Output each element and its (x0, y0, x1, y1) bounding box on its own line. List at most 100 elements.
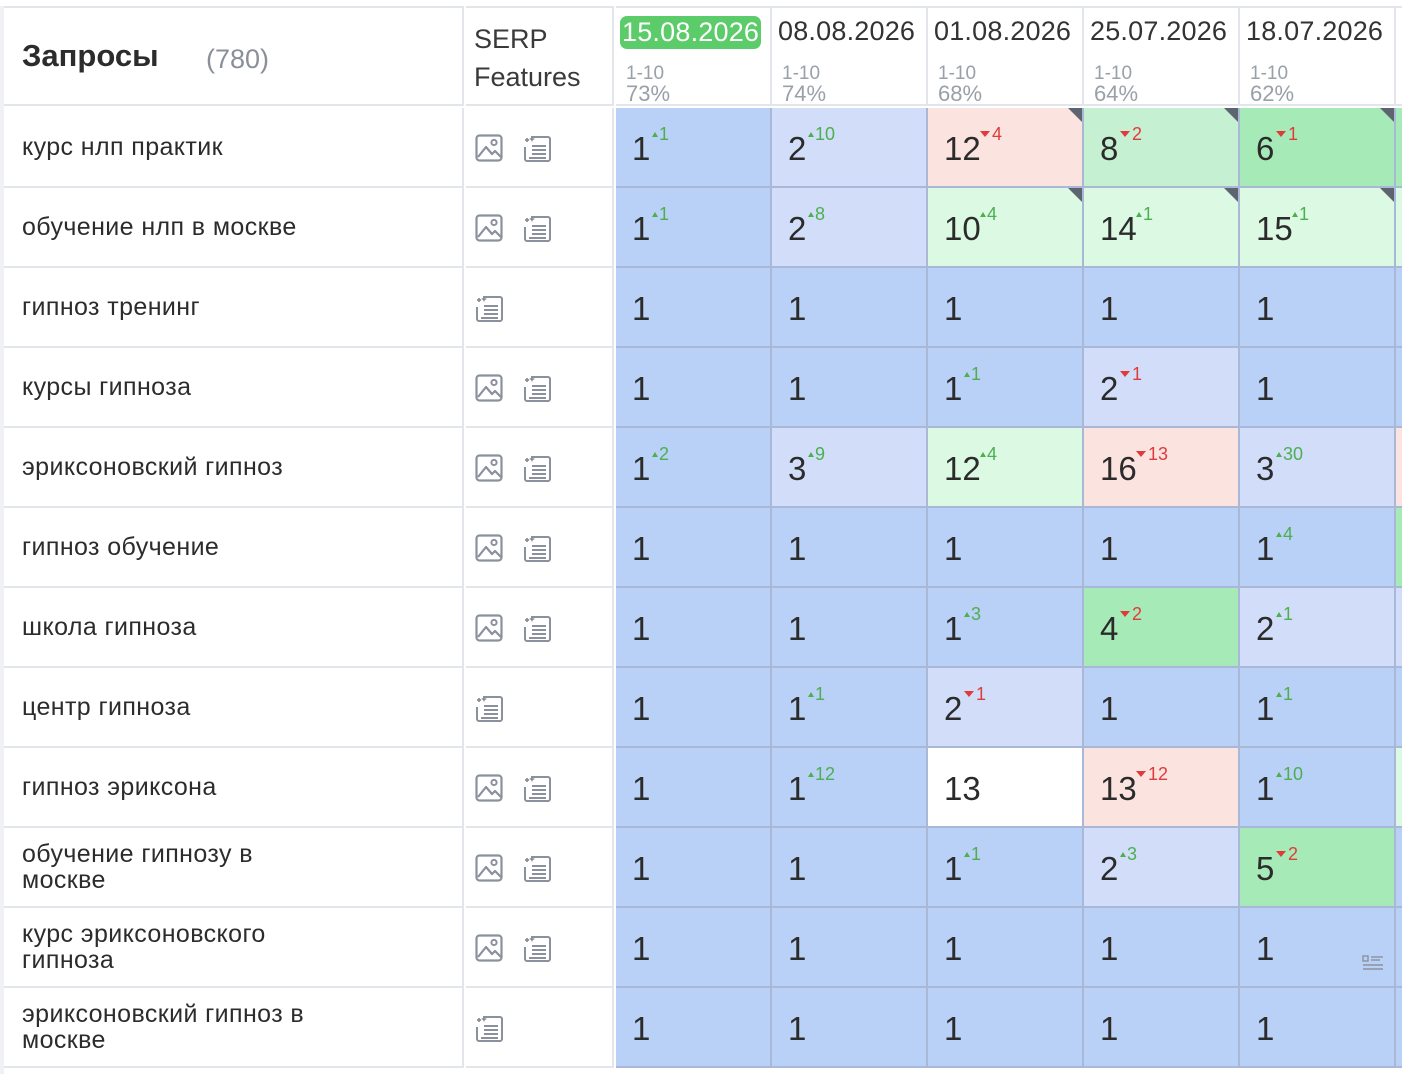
position-cell[interactable]: 1 (616, 828, 772, 908)
position-cell[interactable]: 1 (616, 988, 772, 1068)
position-cell[interactable]: 1 (1084, 908, 1240, 988)
position-cell[interactable]: 1 10 (1240, 748, 1396, 828)
snippet-icon[interactable] (474, 693, 504, 723)
position-cell[interactable]: 1 (616, 348, 772, 428)
position-cell[interactable]: 1 12 (772, 748, 928, 828)
position-cell[interactable]: 1 (928, 988, 1084, 1068)
query-cell[interactable]: гипноз эриксона (4, 748, 464, 828)
image-icon[interactable] (474, 133, 504, 163)
date-column-header[interactable]: 08.08.2026 1-10 74% (772, 6, 928, 106)
position-cell[interactable]: 14 1 (1084, 188, 1240, 268)
snippet-icon[interactable] (522, 933, 552, 963)
position-cell[interactable]: 1 (928, 508, 1084, 588)
position-cell[interactable]: 1 (928, 908, 1084, 988)
position-cell[interactable]: 1 (1240, 908, 1396, 988)
position-cell[interactable]: 13 12 (1084, 748, 1240, 828)
date-column-header[interactable]: 15.08.2026 1-10 73% (616, 6, 772, 106)
comment-corner-marker[interactable] (1224, 188, 1238, 202)
comment-corner-marker[interactable] (1224, 108, 1238, 122)
position-cell[interactable]: 10 4 (928, 188, 1084, 268)
position-cell[interactable]: 2 10 (772, 108, 928, 188)
query-text[interactable]: курс эриксоновского гипноза (22, 920, 266, 974)
snippet-icon[interactable] (522, 853, 552, 883)
snippet-icon[interactable] (522, 533, 552, 563)
image-icon[interactable] (474, 613, 504, 643)
position-cell[interactable]: 1 (772, 828, 928, 908)
query-cell[interactable]: школа гипноза (4, 588, 464, 668)
date-column-header[interactable]: 25.07.2026 1-10 64% (1084, 6, 1240, 106)
position-cell[interactable]: 1 (1084, 668, 1240, 748)
query-text[interactable]: школа гипноза (22, 613, 197, 641)
image-icon[interactable] (474, 933, 504, 963)
position-cell[interactable]: 12 4 (928, 428, 1084, 508)
position-cell[interactable]: 1 (1240, 988, 1396, 1068)
position-cell[interactable]: 1 (772, 588, 928, 668)
snippet-icon[interactable] (522, 213, 552, 243)
image-icon[interactable] (474, 853, 504, 883)
snippet-icon[interactable] (522, 773, 552, 803)
position-cell[interactable]: 1 (616, 268, 772, 348)
image-icon[interactable] (474, 533, 504, 563)
comment-corner-marker[interactable] (1068, 188, 1082, 202)
position-cell[interactable]: 1 (616, 508, 772, 588)
query-cell[interactable]: центр гипноза (4, 668, 464, 748)
snippet-icon[interactable] (522, 133, 552, 163)
position-cell[interactable]: 1 (772, 908, 928, 988)
query-text[interactable]: курс нлп практик (22, 133, 223, 161)
image-icon[interactable] (474, 213, 504, 243)
snippet-icon[interactable] (522, 373, 552, 403)
image-icon[interactable] (474, 773, 504, 803)
snippet-icon[interactable] (522, 613, 552, 643)
query-cell[interactable]: курс нлп практик (4, 108, 464, 188)
queries-header[interactable]: Запросы (780) (4, 6, 464, 106)
snippet-icon[interactable] (474, 293, 504, 323)
position-cell[interactable]: 1 (772, 268, 928, 348)
date-column-header[interactable]: 18.07.2026 1-10 62% (1240, 6, 1396, 106)
position-cell[interactable]: 1 (928, 268, 1084, 348)
position-cell[interactable]: 1 (1240, 268, 1396, 348)
query-cell[interactable]: курсы гипноза (4, 348, 464, 428)
query-cell[interactable]: эриксоновский гипноз (4, 428, 464, 508)
comment-corner-marker[interactable] (1068, 108, 1082, 122)
query-text[interactable]: обучение гипнозу в москве (22, 840, 253, 894)
snippet-icon[interactable] (474, 1013, 504, 1043)
position-cell[interactable]: 16 13 (1084, 428, 1240, 508)
date-column-header[interactable]: 01.08.2026 1-10 68% (928, 6, 1084, 106)
image-icon[interactable] (474, 453, 504, 483)
position-cell[interactable]: 12 4 (928, 108, 1084, 188)
query-cell[interactable]: гипноз тренинг (4, 268, 464, 348)
position-cell[interactable]: 3 30 (1240, 428, 1396, 508)
query-text[interactable]: эриксоновский гипноз (22, 453, 284, 481)
snippet-icon[interactable] (522, 453, 552, 483)
query-text[interactable]: гипноз обучение (22, 533, 220, 561)
position-cell[interactable]: 1 (772, 348, 928, 428)
query-cell[interactable]: обучение нлп в москве (4, 188, 464, 268)
query-text[interactable]: гипноз эриксона (22, 773, 217, 801)
details-list-icon[interactable] (1362, 955, 1384, 976)
position-cell[interactable]: 1 (616, 668, 772, 748)
query-text[interactable]: гипноз тренинг (22, 293, 201, 321)
position-cell[interactable]: 1 (1084, 988, 1240, 1068)
query-text[interactable]: курсы гипноза (22, 373, 192, 401)
query-cell[interactable]: гипноз обучение (4, 508, 464, 588)
query-text[interactable]: центр гипноза (22, 693, 191, 721)
